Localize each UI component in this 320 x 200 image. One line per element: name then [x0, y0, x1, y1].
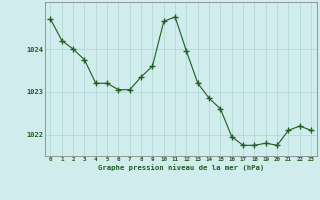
- X-axis label: Graphe pression niveau de la mer (hPa): Graphe pression niveau de la mer (hPa): [98, 164, 264, 171]
